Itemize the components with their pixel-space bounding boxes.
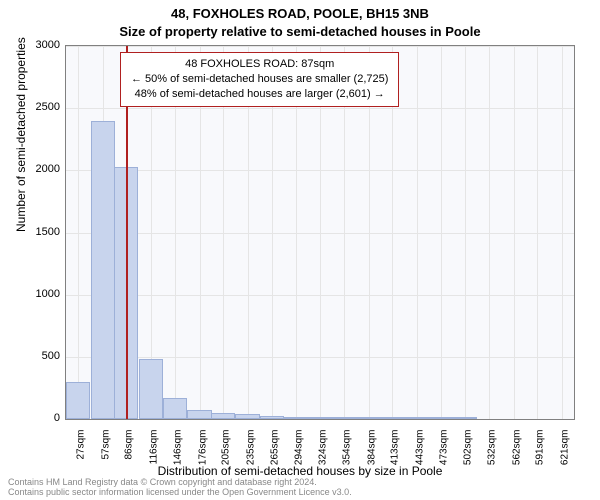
- chart-container: 48, FOXHOLES ROAD, POOLE, BH15 3NB Size …: [0, 0, 600, 500]
- gridline-v: [537, 46, 538, 419]
- histogram-bar: [91, 121, 115, 419]
- gridline-v: [562, 46, 563, 419]
- y-tick-label: 0: [25, 412, 60, 424]
- y-axis-label: Number of semi-detached properties: [14, 37, 28, 232]
- gridline-v: [78, 46, 79, 419]
- histogram-bar: [380, 417, 404, 419]
- histogram-bar: [283, 417, 307, 419]
- histogram-bar: [66, 382, 90, 419]
- info-line-smaller: ← 50% of semi-detached houses are smalle…: [131, 72, 388, 87]
- y-tick-label: 2000: [25, 163, 60, 175]
- histogram-bar: [308, 417, 332, 419]
- histogram-bar: [332, 417, 356, 419]
- histogram-bar: [235, 414, 259, 419]
- footer-attribution: Contains HM Land Registry data © Crown c…: [8, 478, 352, 498]
- histogram-bar: [211, 413, 235, 419]
- y-tick-label: 1500: [25, 226, 60, 238]
- gridline-v: [417, 46, 418, 419]
- histogram-bar: [260, 416, 284, 419]
- histogram-bar: [163, 398, 187, 419]
- gridline-v: [489, 46, 490, 419]
- y-tick-label: 3000: [25, 39, 60, 51]
- histogram-bar: [357, 417, 381, 419]
- info-annotation-box: 48 FOXHOLES ROAD: 87sqm ← 50% of semi-de…: [120, 52, 399, 107]
- y-tick-label: 2500: [25, 101, 60, 113]
- histogram-bar: [405, 417, 429, 419]
- info-line-larger: 48% of semi-detached houses are larger (…: [131, 87, 388, 102]
- gridline-v: [441, 46, 442, 419]
- info-line-subject: 48 FOXHOLES ROAD: 87sqm: [131, 57, 388, 72]
- histogram-bar: [139, 359, 163, 419]
- histogram-bar: [429, 417, 453, 419]
- y-tick-label: 1000: [25, 288, 60, 300]
- footer-line-2: Contains public sector information licen…: [8, 488, 352, 498]
- histogram-bar: [453, 417, 477, 419]
- x-axis-label: Distribution of semi-detached houses by …: [0, 464, 600, 478]
- gridline-v: [514, 46, 515, 419]
- chart-title-desc: Size of property relative to semi-detach…: [0, 24, 600, 39]
- chart-title-address: 48, FOXHOLES ROAD, POOLE, BH15 3NB: [0, 6, 600, 21]
- y-tick-label: 500: [25, 350, 60, 362]
- gridline-v: [465, 46, 466, 419]
- histogram-bar: [187, 410, 211, 419]
